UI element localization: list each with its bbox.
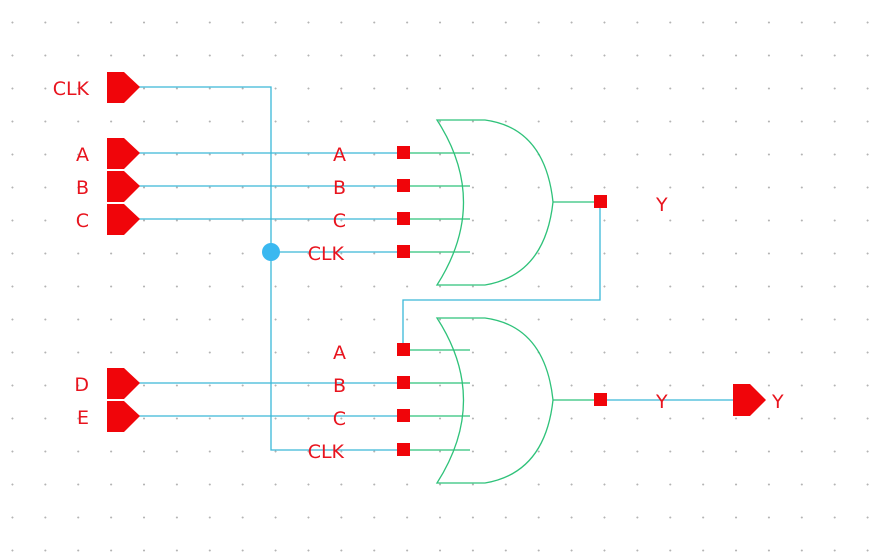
- gate-top-pin-label: CLK: [308, 243, 345, 265]
- port-label-d: D: [74, 374, 89, 396]
- or-gate-top-body: [435, 119, 554, 286]
- gate-bottom-pin-label: CLK: [308, 441, 345, 463]
- pin-bottom-y[interactable]: [594, 393, 607, 406]
- pin-bottom-b[interactable]: [397, 376, 410, 389]
- gate-top-out-label: Y: [655, 194, 668, 216]
- or-gate-top[interactable]: [404, 119, 600, 286]
- pin-top-clk[interactable]: [397, 245, 410, 258]
- pin-bottom-a[interactable]: [397, 343, 410, 356]
- port-b-arrow-icon[interactable]: [107, 171, 140, 202]
- port-y-arrow-icon[interactable]: [733, 384, 766, 416]
- pin-bottom-clk[interactable]: [397, 443, 410, 456]
- gate-bottom-pin-label: A: [333, 342, 346, 364]
- port-label-b: B: [76, 177, 89, 199]
- gate-top-pin-label: C: [333, 210, 346, 232]
- gate-pins: [397, 146, 607, 456]
- wire-clk[interactable]: [139, 86, 404, 451]
- ports: [107, 72, 766, 432]
- port-a-arrow-icon[interactable]: [107, 138, 140, 169]
- pin-top-b[interactable]: [397, 179, 410, 192]
- port-label-e: E: [77, 407, 89, 429]
- port-c-arrow-icon[interactable]: [107, 204, 140, 235]
- or-gate-bottom[interactable]: [404, 317, 600, 484]
- or-gate-bottom-body: [435, 317, 554, 484]
- port-d-arrow-icon[interactable]: [107, 368, 140, 399]
- port-e-arrow-icon[interactable]: [107, 401, 140, 432]
- port-label-c: C: [76, 210, 89, 232]
- gate-top-pin-label: A: [333, 144, 346, 166]
- port-clk-arrow-icon[interactable]: [107, 72, 140, 103]
- wire-y-feedback[interactable]: [402, 202, 601, 350]
- junction-dot: [262, 243, 280, 261]
- gate-top-pin-label: B: [333, 177, 346, 199]
- gate-bottom-pin-label: C: [333, 408, 346, 430]
- wires: [139, 86, 733, 451]
- pin-top-c[interactable]: [397, 212, 410, 225]
- port-label-a: A: [76, 144, 89, 166]
- pin-top-y[interactable]: [594, 195, 607, 208]
- gate-bottom-labels: A B C CLK Y: [308, 342, 668, 463]
- pin-bottom-c[interactable]: [397, 409, 410, 422]
- port-label-clk: CLK: [53, 78, 90, 100]
- pin-top-a[interactable]: [397, 146, 410, 159]
- gate-top-labels: A B C CLK Y: [308, 144, 668, 265]
- port-label-y: Y: [771, 391, 784, 413]
- gate-bottom-out-label: Y: [655, 391, 668, 413]
- gate-bottom-pin-label: B: [333, 375, 346, 397]
- port-labels: CLK A B C D E Y: [53, 78, 784, 429]
